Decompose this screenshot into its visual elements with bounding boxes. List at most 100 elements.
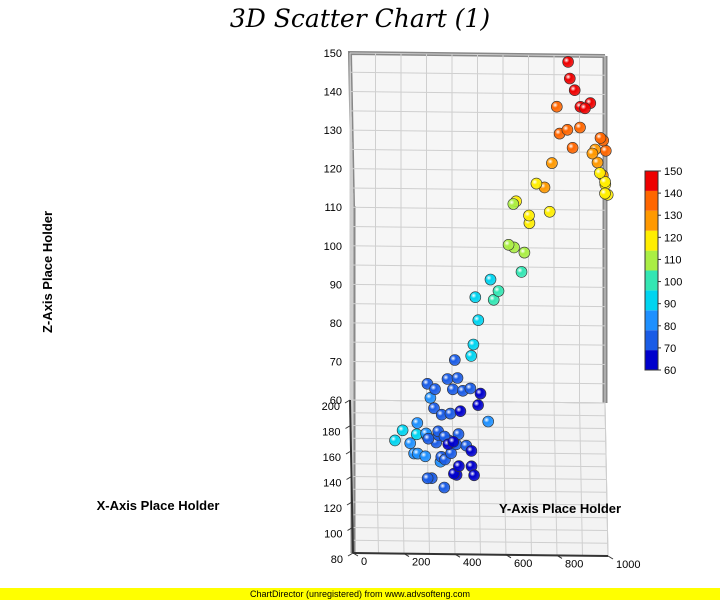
x-tick-label: 200: [322, 401, 340, 413]
z-tick-label: 70: [330, 356, 342, 368]
scatter-point: [469, 291, 482, 304]
scatter-point: [441, 373, 454, 385]
scatter-point: [453, 460, 465, 472]
z-tick-label: 60: [330, 395, 342, 407]
scatter-point: [468, 469, 480, 482]
scatter-point: [428, 402, 440, 415]
color-scale-segment: [645, 210, 658, 231]
scatter-point: [422, 432, 435, 445]
scatter-point: [472, 399, 484, 411]
color-scale-segment: [645, 270, 658, 291]
scatter-point: [507, 198, 520, 210]
scatter-point: [562, 56, 574, 68]
y-tick-label: 600: [514, 558, 532, 570]
z-tick-label: 120: [324, 164, 342, 176]
scatter-points: [389, 56, 614, 494]
z-tick-label: 90: [330, 279, 342, 291]
scatter-point: [523, 209, 535, 222]
colorbar-tick-label: 120: [664, 232, 682, 244]
scatter-point: [574, 121, 586, 134]
scatter-point: [464, 382, 477, 395]
z-axis-label: Z-Axis Place Holder: [40, 211, 55, 333]
scatter-point: [482, 415, 495, 428]
scatter-point: [438, 481, 451, 494]
scatter-point: [594, 167, 606, 179]
scatter-point: [599, 176, 611, 188]
color-scale-segment: [645, 250, 658, 271]
color-scale-segment: [645, 350, 658, 370]
scatter-point: [550, 100, 563, 113]
scatter-point: [404, 437, 417, 450]
scatter-point: [594, 132, 607, 144]
x-tick-label: 160: [323, 452, 341, 464]
chart-title: 3D Scatter Chart (1): [230, 4, 490, 33]
x-tick-label: 80: [331, 554, 343, 566]
colorbar-tick-label: 60: [664, 365, 676, 377]
scatter-point: [579, 102, 591, 115]
scatter-point: [446, 383, 459, 396]
chart-axes: 80 100 120 140 160 180 200 0 200 400 600 800 1000 60 7…: [322, 48, 641, 571]
x-tick-label: 120: [324, 503, 342, 515]
x-tick-label: 100: [324, 529, 342, 541]
z-tick-label: 80: [330, 318, 342, 330]
scatter-point: [568, 84, 581, 96]
colorbar-tick-label: 70: [664, 343, 676, 355]
colorbar-tick-label: 130: [664, 210, 682, 222]
scatter-point: [421, 472, 434, 485]
scatter-point: [518, 246, 531, 259]
x-tick-label: 140: [323, 478, 341, 490]
scatter-point: [465, 445, 478, 457]
color-scale-segment: [645, 290, 658, 311]
color-scale-segment: [645, 230, 658, 251]
scatter-point: [444, 407, 457, 420]
y-tick-label: 0: [361, 556, 367, 568]
scatter-point: [546, 157, 558, 169]
x-tick-label: 180: [322, 427, 340, 439]
scatter-point: [515, 266, 528, 278]
y-tick-label: 800: [565, 558, 583, 570]
scatter-point: [502, 239, 515, 251]
x-axis-label: X-Axis Place Holder: [97, 498, 220, 513]
scatter-point: [411, 417, 424, 429]
y-tick-label: 200: [412, 557, 430, 569]
scatter-point: [487, 293, 500, 306]
scatter-point: [599, 145, 612, 157]
scatter-point: [530, 177, 543, 190]
scatter-point: [561, 124, 574, 136]
scatter-point: [586, 147, 599, 160]
color-scale-segment: [645, 310, 658, 331]
colorbar-tick-label: 90: [664, 299, 676, 311]
z-tick-label: 110: [324, 202, 342, 214]
scatter-point: [447, 435, 460, 448]
color-scale-segment: [645, 330, 658, 351]
z-tick-label: 140: [324, 87, 342, 99]
y-tick-label: 400: [463, 557, 481, 569]
scatter-point: [492, 285, 505, 297]
scatter-point: [396, 424, 409, 437]
colorbar-tick-label: 150: [664, 166, 682, 178]
scatter-point: [566, 142, 579, 154]
colorbar-tick-label: 110: [664, 254, 682, 266]
scatter-point: [451, 372, 464, 384]
scatter-point: [543, 206, 556, 218]
scatter-point: [419, 450, 432, 463]
colorbar-tick-label: 100: [664, 277, 682, 289]
color-scale-legend: 60 70 80 90 100 110 120 130 140 150: [644, 166, 682, 377]
scatter-point: [389, 434, 401, 447]
scatter-point: [563, 72, 576, 85]
scatter-point: [454, 405, 467, 418]
color-scale-segment: [645, 171, 658, 191]
colorbar-tick-label: 80: [664, 321, 676, 333]
scatter-point: [599, 187, 611, 200]
scatter-point: [467, 338, 480, 351]
scatter-point: [448, 354, 461, 366]
scatter-point: [465, 350, 478, 362]
z-tick-label: 150: [324, 48, 342, 60]
z-tick-label: 130: [324, 125, 342, 137]
scatter-point: [474, 387, 487, 400]
colorbar-tick-label: 140: [664, 188, 682, 200]
y-tick-label: 1000: [616, 559, 640, 571]
z-tick-label: 100: [324, 241, 342, 253]
color-scale-segment: [645, 190, 658, 211]
